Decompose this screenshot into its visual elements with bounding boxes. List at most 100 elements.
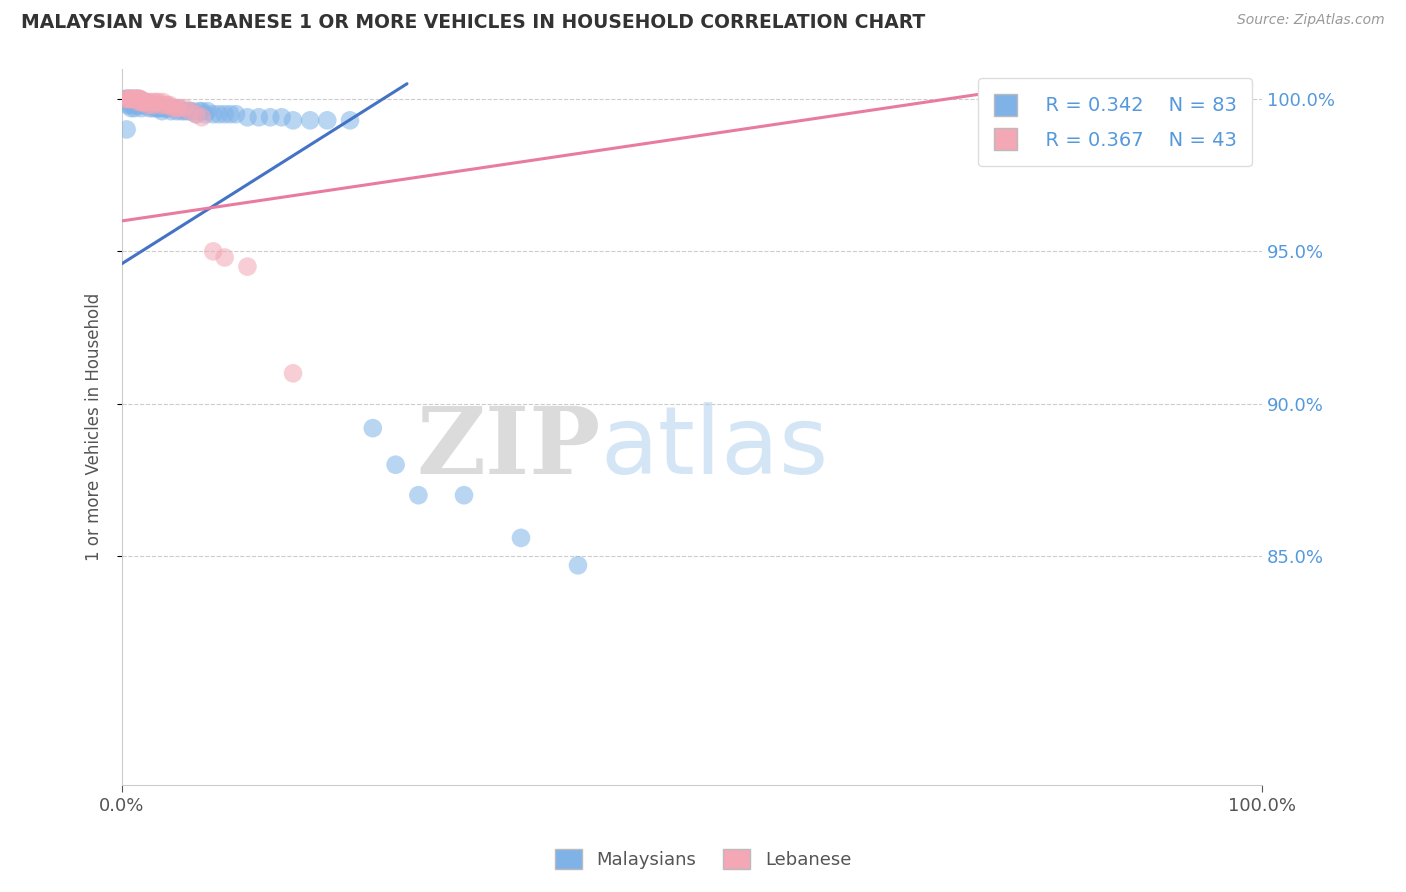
Point — [127, 92, 149, 106]
Point — [247, 110, 270, 124]
Point — [125, 92, 148, 106]
Point — [186, 107, 208, 121]
Point — [115, 122, 138, 136]
Point — [118, 92, 141, 106]
Point — [117, 92, 139, 106]
Point — [977, 92, 1000, 106]
Point — [136, 98, 159, 112]
Point — [132, 95, 155, 109]
Point — [131, 98, 153, 112]
Legend: Malaysians, Lebanese: Malaysians, Lebanese — [546, 839, 860, 879]
Point — [149, 101, 172, 115]
Point — [120, 101, 142, 115]
Point — [173, 101, 195, 115]
Point — [124, 101, 146, 115]
Point — [219, 107, 242, 121]
Point — [127, 98, 149, 112]
Point — [214, 251, 236, 265]
Point — [114, 92, 136, 106]
Point — [299, 113, 322, 128]
Point — [118, 95, 141, 109]
Point — [136, 95, 159, 109]
Point — [136, 98, 159, 112]
Point — [131, 95, 153, 109]
Point — [131, 95, 153, 109]
Point — [162, 101, 184, 115]
Point — [510, 531, 533, 545]
Point — [202, 244, 225, 259]
Point — [179, 104, 201, 119]
Point — [118, 92, 141, 106]
Point — [125, 92, 148, 106]
Point — [167, 101, 190, 115]
Point — [134, 95, 156, 109]
Point — [135, 95, 157, 109]
Point — [162, 101, 184, 115]
Point — [160, 104, 183, 119]
Point — [124, 95, 146, 109]
Point — [145, 98, 167, 112]
Point — [179, 104, 201, 119]
Point — [120, 92, 142, 106]
Point — [121, 92, 143, 106]
Point — [177, 104, 200, 119]
Point — [281, 113, 304, 128]
Point — [128, 95, 150, 109]
Point — [131, 101, 153, 115]
Text: ZIP: ZIP — [416, 403, 600, 493]
Point — [131, 95, 153, 109]
Point — [408, 488, 430, 502]
Point — [188, 104, 211, 119]
Point — [115, 92, 138, 106]
Point — [225, 107, 247, 121]
Point — [186, 107, 208, 121]
Point — [127, 92, 149, 106]
Point — [138, 101, 160, 115]
Text: atlas: atlas — [600, 402, 830, 494]
Point — [149, 101, 172, 115]
Point — [384, 458, 406, 472]
Point — [202, 107, 225, 121]
Point — [153, 101, 176, 115]
Point — [156, 101, 179, 115]
Point — [117, 92, 139, 106]
Point — [129, 92, 152, 106]
Point — [128, 95, 150, 109]
Point — [142, 101, 165, 115]
Point — [150, 104, 173, 119]
Point — [121, 92, 143, 106]
Point — [166, 104, 188, 119]
Point — [167, 101, 190, 115]
Point — [173, 104, 195, 119]
Point — [139, 98, 162, 112]
Point — [259, 110, 281, 124]
Point — [194, 107, 217, 121]
Point — [121, 95, 143, 109]
Text: Source: ZipAtlas.com: Source: ZipAtlas.com — [1237, 13, 1385, 28]
Point — [125, 92, 148, 106]
Point — [453, 488, 475, 502]
Point — [135, 95, 157, 109]
Point — [170, 104, 193, 119]
Point — [145, 101, 167, 115]
Point — [132, 95, 155, 109]
Point — [143, 98, 166, 112]
Point — [567, 558, 589, 573]
Point — [143, 95, 166, 109]
Point — [141, 98, 163, 112]
Point — [146, 101, 169, 115]
Point — [156, 98, 179, 112]
Point — [197, 104, 219, 119]
Point — [281, 366, 304, 380]
Point — [118, 98, 141, 112]
Point — [191, 110, 214, 124]
Point — [131, 95, 153, 109]
Point — [122, 92, 145, 106]
Point — [134, 98, 156, 112]
Point — [181, 104, 204, 119]
Point — [339, 113, 361, 128]
Point — [122, 92, 145, 106]
Point — [125, 95, 148, 109]
Point — [159, 98, 181, 112]
Point — [214, 107, 236, 121]
